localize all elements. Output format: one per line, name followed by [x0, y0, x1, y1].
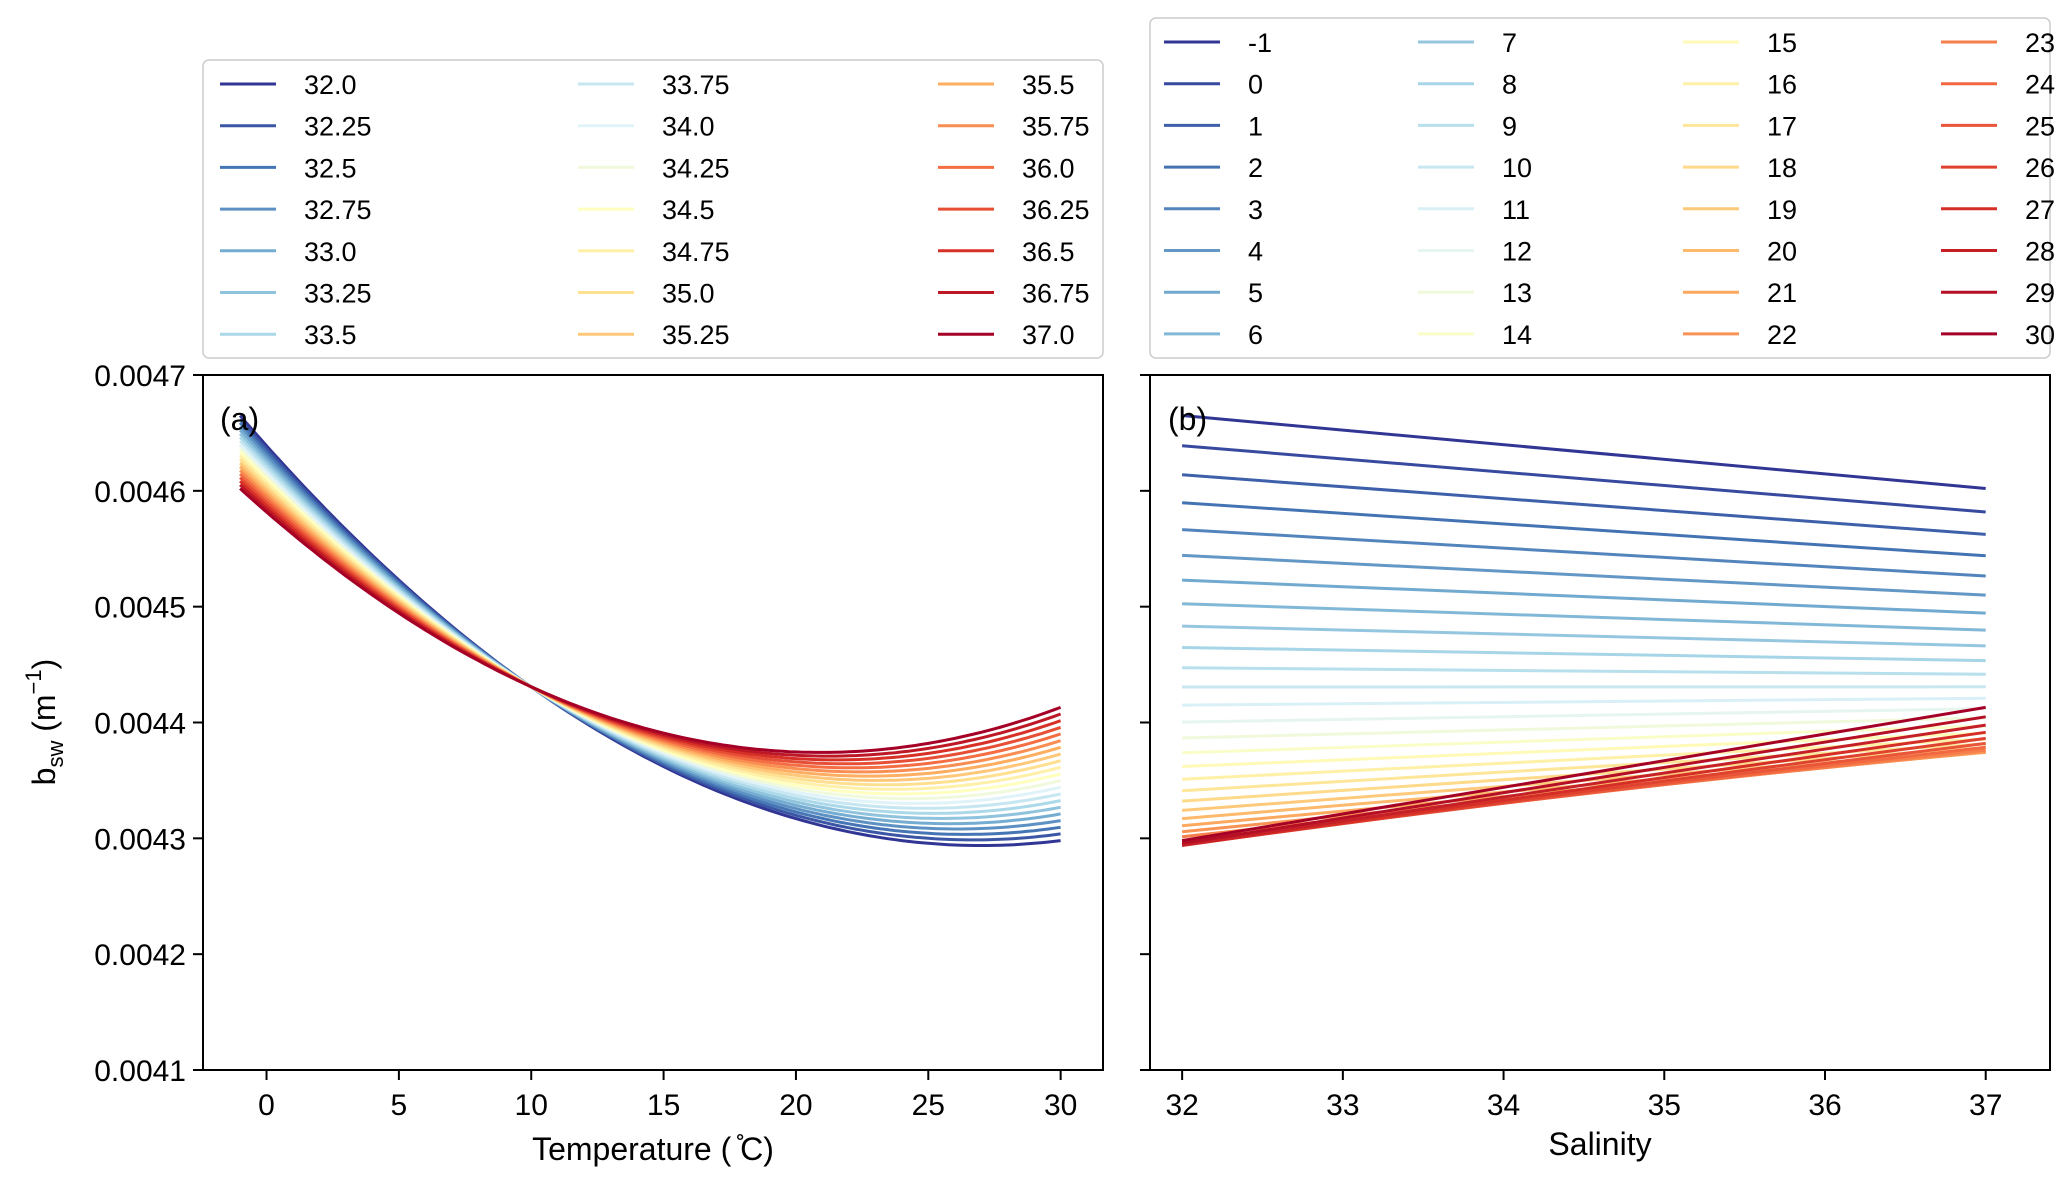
- legend-label: 30: [2025, 320, 2055, 350]
- legend-label: 29: [2025, 278, 2055, 308]
- legend-label: 0: [1248, 70, 1263, 100]
- y-tick-label: 0.0043: [94, 823, 186, 856]
- x-tick-label: 0: [258, 1089, 275, 1122]
- panel-b-xlabel: Salinity: [1548, 1126, 1651, 1162]
- legend-label: 33.0: [304, 237, 357, 267]
- legend-label: 14: [1502, 320, 1532, 350]
- panel-a-label: (a): [220, 401, 259, 437]
- legend-label: 7: [1502, 28, 1517, 58]
- legend-label: 36.75: [1022, 279, 1090, 309]
- legend-label: 34.25: [662, 153, 730, 183]
- legend-label: 34.0: [662, 112, 715, 142]
- legend-label: -1: [1248, 28, 1272, 58]
- legend-label: 5: [1248, 278, 1263, 308]
- legend-label: 10: [1502, 153, 1532, 183]
- legend-b: -101234567891011121314151617181920212223…: [1150, 18, 2055, 358]
- legend-label: 2: [1248, 153, 1263, 183]
- legend-label: 26: [2025, 153, 2055, 183]
- legend-label: 4: [1248, 237, 1263, 267]
- legend-label: 25: [2025, 111, 2055, 141]
- legend-label: 23: [2025, 28, 2055, 58]
- x-tick-label: 33: [1326, 1089, 1359, 1122]
- legend-label: 36.5: [1022, 237, 1075, 267]
- legend-label: 35.75: [1022, 112, 1090, 142]
- legend-label: 22: [1767, 320, 1797, 350]
- legend-label: 6: [1248, 320, 1263, 350]
- x-tick-label: 32: [1165, 1089, 1198, 1122]
- x-tick-label: 37: [1969, 1089, 2002, 1122]
- legend-label: 34.75: [662, 237, 730, 267]
- legend-label: 16: [1767, 70, 1797, 100]
- legend-label: 19: [1767, 195, 1797, 225]
- legend-label: 32.75: [304, 195, 372, 225]
- legend-label: 32.5: [304, 153, 357, 183]
- legend-label: 33.75: [662, 70, 730, 100]
- legend-label: 12: [1502, 237, 1532, 267]
- legend-label: 20: [1767, 237, 1797, 267]
- legend-label: 17: [1767, 111, 1797, 141]
- x-tick-label: 34: [1487, 1089, 1520, 1122]
- legend-label: 32.0: [304, 70, 357, 100]
- legend-label: 1: [1248, 111, 1263, 141]
- x-tick-label: 30: [1044, 1089, 1077, 1122]
- legend-label: 35.25: [662, 320, 730, 350]
- y-tick-label: 0.0042: [94, 939, 186, 972]
- y-tick-label: 0.0044: [94, 708, 186, 741]
- legend-label: 9: [1502, 111, 1517, 141]
- legend-label: 36.0: [1022, 153, 1075, 183]
- legend-label: 24: [2025, 70, 2055, 100]
- legend-a: 32.0 32.25 32.5 32.75 33.0 33.25 33.5 33.75 34.0…: [203, 60, 1103, 358]
- legend-label: 36.25: [1022, 195, 1090, 225]
- legend-label: 13: [1502, 278, 1532, 308]
- legend-label: 18: [1767, 153, 1797, 183]
- legend-label: 33.5: [304, 320, 357, 350]
- x-tick-label: 20: [779, 1089, 812, 1122]
- legend-label: 3: [1248, 195, 1263, 225]
- legend-label: 8: [1502, 70, 1517, 100]
- x-tick-label: 25: [912, 1089, 945, 1122]
- legend-label: 21: [1767, 278, 1797, 308]
- legend-label: 34.5: [662, 195, 715, 225]
- legend-label: 11: [1502, 195, 1530, 225]
- legend-label: 33.25: [304, 279, 372, 309]
- legend-label: 35.0: [662, 279, 715, 309]
- legend-label: 28: [2025, 237, 2055, 267]
- legend-label: 37.0: [1022, 320, 1075, 350]
- x-tick-label: 15: [647, 1089, 680, 1122]
- legend-label: 15: [1767, 28, 1797, 58]
- panel-a-xlabel: Temperature ( ̊C): [532, 1131, 774, 1167]
- panel-b-label: (b): [1168, 401, 1207, 437]
- legend-label: 27: [2025, 195, 2055, 225]
- legend-label: 35.5: [1022, 70, 1075, 100]
- y-tick-label: 0.0046: [94, 476, 186, 509]
- x-tick-label: 10: [515, 1089, 548, 1122]
- x-tick-label: 36: [1808, 1089, 1841, 1122]
- x-tick-label: 35: [1648, 1089, 1681, 1122]
- y-tick-label: 0.0047: [94, 360, 186, 393]
- y-tick-label: 0.0045: [94, 592, 186, 625]
- x-tick-label: 5: [391, 1089, 408, 1122]
- y-tick-label: 0.0041: [94, 1055, 186, 1088]
- legend-label: 32.25: [304, 112, 372, 142]
